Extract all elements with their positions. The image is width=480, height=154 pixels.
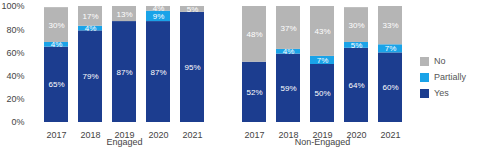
svg-text:4%: 4% — [283, 47, 295, 56]
svg-text:65%: 65% — [48, 80, 64, 89]
svg-text:2018: 2018 — [80, 130, 100, 140]
svg-text:50%: 50% — [314, 89, 330, 98]
svg-text:5%: 5% — [187, 5, 199, 14]
svg-text:95%: 95% — [184, 63, 200, 72]
svg-text:43%: 43% — [314, 27, 330, 36]
svg-text:59%: 59% — [280, 84, 296, 93]
svg-text:Engaged: Engaged — [106, 136, 143, 147]
svg-text:13%: 13% — [116, 10, 132, 19]
svg-text:2018: 2018 — [278, 130, 298, 140]
svg-text:7%: 7% — [317, 56, 329, 65]
svg-text:2021: 2021 — [182, 130, 202, 140]
svg-text:48%: 48% — [246, 30, 262, 39]
svg-text:64%: 64% — [348, 81, 364, 90]
svg-text:2017: 2017 — [46, 130, 66, 140]
svg-text:37%: 37% — [280, 24, 296, 33]
svg-text:33%: 33% — [382, 21, 398, 30]
svg-text:80%: 80% — [6, 25, 24, 35]
svg-text:2021: 2021 — [380, 130, 400, 140]
svg-text:7%: 7% — [385, 44, 397, 53]
svg-text:4%: 4% — [51, 40, 63, 49]
svg-text:2019: 2019 — [114, 130, 134, 140]
svg-text:2017: 2017 — [244, 130, 264, 140]
svg-text:9%: 9% — [152, 11, 165, 21]
html-text:Partially: Partially — [434, 72, 466, 82]
svg-text:0%: 0% — [11, 117, 24, 127]
svg-text:2020: 2020 — [346, 130, 366, 140]
svg-text:5%: 5% — [351, 41, 363, 50]
svg-text:20%: 20% — [6, 94, 24, 104]
svg-text:87%: 87% — [150, 68, 166, 77]
svg-text:Non-Engaged: Non-Engaged — [294, 136, 351, 147]
svg-text:2019: 2019 — [312, 130, 332, 140]
svg-text:4%: 4% — [85, 24, 97, 33]
svg-text:60%: 60% — [6, 48, 24, 58]
svg-text:52%: 52% — [246, 88, 262, 97]
svg-text:4%: 4% — [153, 4, 165, 13]
svg-text:17%: 17% — [82, 12, 98, 21]
html-text:No: No — [434, 56, 446, 66]
svg-text:60%: 60% — [382, 83, 398, 92]
svg-text:40%: 40% — [6, 71, 24, 81]
svg-text:100%: 100% — [1, 1, 24, 11]
html-text:Yes: Yes — [434, 88, 449, 98]
svg-text:30%: 30% — [348, 21, 364, 30]
svg-text:87%: 87% — [116, 68, 132, 77]
svg-text:30%: 30% — [48, 21, 64, 30]
svg-text:2020: 2020 — [148, 130, 168, 140]
svg-text:79%: 79% — [82, 72, 98, 81]
